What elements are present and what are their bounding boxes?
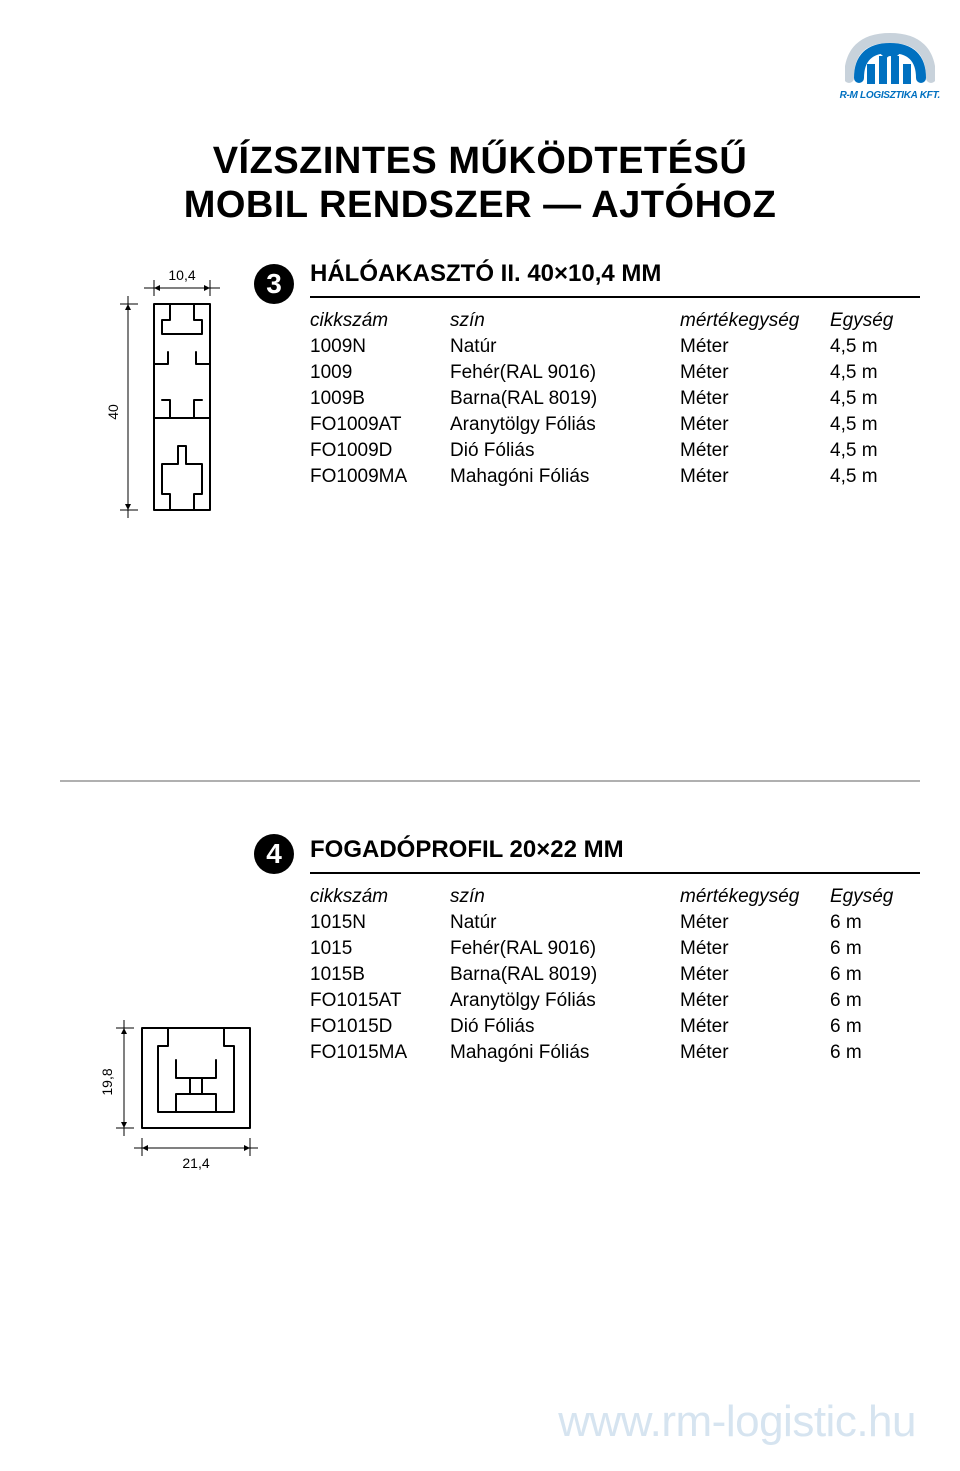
- cell-color: Fehér(RAL 9016): [450, 360, 680, 386]
- cell-unit: Méter: [680, 412, 830, 438]
- cell-qty: 4,5 m: [830, 360, 920, 386]
- cell-qty: 6 m: [830, 962, 920, 988]
- table-row: FO1009DDió FóliásMéter4,5 m: [310, 438, 920, 464]
- page-title-line2: MOBIL RENDSZER — AJTÓHOZ: [0, 184, 960, 228]
- table-row: 1009Fehér(RAL 9016)Méter4,5 m: [310, 360, 920, 386]
- cell-unit: Méter: [680, 464, 830, 490]
- th-qty: Egység: [830, 308, 920, 334]
- table-row: FO1015DDió FóliásMéter6 m: [310, 1014, 920, 1040]
- cell-color: Fehér(RAL 9016): [450, 936, 680, 962]
- section-3-badge: 3: [254, 264, 294, 304]
- diagram-4: 19,8 21,4: [98, 1010, 268, 1195]
- table-3: cikkszám szín mértékegység Egység 1009NN…: [310, 308, 920, 490]
- cell-qty: 4,5 m: [830, 438, 920, 464]
- th-unit: mértékegység: [680, 884, 830, 910]
- cell-color: Mahagóni Fóliás: [450, 464, 680, 490]
- logo-icon: [845, 18, 935, 88]
- page-title: VÍZSZINTES MŰKÖDTETÉSŰ MOBIL RENDSZER — …: [0, 140, 960, 227]
- cell-unit: Méter: [680, 1040, 830, 1066]
- diagram-3: 10,4 40: [98, 268, 238, 533]
- table-3-header-row: cikkszám szín mértékegység Egység: [310, 308, 920, 334]
- dim-width-4: 21,4: [182, 1155, 209, 1171]
- section-4-divider: [60, 780, 920, 782]
- table-row: 1009NNatúrMéter4,5 m: [310, 334, 920, 360]
- cell-unit: Méter: [680, 360, 830, 386]
- cell-code: FO1015D: [310, 1014, 450, 1040]
- th-unit: mértékegység: [680, 308, 830, 334]
- cell-unit: Méter: [680, 438, 830, 464]
- table-row: 1015NNatúrMéter6 m: [310, 910, 920, 936]
- section-3-rule: [310, 296, 920, 298]
- dim-width-3: 10,4: [168, 268, 195, 283]
- page-title-line1: VÍZSZINTES MŰKÖDTETÉSŰ: [213, 140, 748, 182]
- table-row: FO1009MAMahagóni FóliásMéter4,5 m: [310, 464, 920, 490]
- cell-qty: 4,5 m: [830, 334, 920, 360]
- th-color: szín: [450, 308, 680, 334]
- th-code: cikkszám: [310, 308, 450, 334]
- cell-code: FO1009MA: [310, 464, 450, 490]
- cell-color: Aranytölgy Fóliás: [450, 412, 680, 438]
- table-4-header-row: cikkszám szín mértékegység Egység: [310, 884, 920, 910]
- cell-color: Natúr: [450, 910, 680, 936]
- th-color: szín: [450, 884, 680, 910]
- logo-company-name: R-M LOGISZTIKA KFT.: [840, 90, 940, 101]
- cell-qty: 4,5 m: [830, 464, 920, 490]
- cell-code: 1009: [310, 360, 450, 386]
- cell-qty: 4,5 m: [830, 412, 920, 438]
- dim-height-3: 40: [105, 404, 121, 420]
- cell-qty: 4,5 m: [830, 386, 920, 412]
- cell-unit: Méter: [680, 334, 830, 360]
- cell-code: 1015N: [310, 910, 450, 936]
- th-qty: Egység: [830, 884, 920, 910]
- table-row: 1015BBarna(RAL 8019)Méter6 m: [310, 962, 920, 988]
- dim-height-4: 19,8: [99, 1068, 115, 1095]
- cell-qty: 6 m: [830, 936, 920, 962]
- cell-color: Barna(RAL 8019): [450, 962, 680, 988]
- footer-url: www.rm-logistic.hu: [558, 1397, 916, 1447]
- cell-color: Mahagóni Fóliás: [450, 1040, 680, 1066]
- cell-unit: Méter: [680, 1014, 830, 1040]
- cell-unit: Méter: [680, 910, 830, 936]
- table-row: 1009BBarna(RAL 8019)Méter4,5 m: [310, 386, 920, 412]
- table-row: FO1009ATAranytölgy FóliásMéter4,5 m: [310, 412, 920, 438]
- section-3-title: HÁLÓAKASZTÓ II. 40×10,4 MM: [310, 260, 661, 288]
- table-row: FO1015ATAranytölgy FóliásMéter6 m: [310, 988, 920, 1014]
- table-row: FO1015MAMahagóni FóliásMéter6 m: [310, 1040, 920, 1066]
- company-logo: R-M LOGISZTIKA KFT.: [840, 18, 940, 101]
- cell-color: Aranytölgy Fóliás: [450, 988, 680, 1014]
- section-4-badge: 4: [254, 834, 294, 874]
- cell-color: Barna(RAL 8019): [450, 386, 680, 412]
- cell-code: 1009B: [310, 386, 450, 412]
- cell-code: FO1009AT: [310, 412, 450, 438]
- cell-code: 1015B: [310, 962, 450, 988]
- table-4: cikkszám szín mértékegység Egység 1015NN…: [310, 884, 920, 1066]
- cell-code: FO1015AT: [310, 988, 450, 1014]
- th-code: cikkszám: [310, 884, 450, 910]
- cell-code: FO1015MA: [310, 1040, 450, 1066]
- cell-color: Natúr: [450, 334, 680, 360]
- cell-unit: Méter: [680, 936, 830, 962]
- cell-color: Dió Fóliás: [450, 1014, 680, 1040]
- cell-color: Dió Fóliás: [450, 438, 680, 464]
- cell-qty: 6 m: [830, 988, 920, 1014]
- section-4-rule: [310, 872, 920, 874]
- section-4-title: FOGADÓPROFIL 20×22 MM: [310, 836, 624, 864]
- cell-code: 1009N: [310, 334, 450, 360]
- cell-unit: Méter: [680, 962, 830, 988]
- cell-qty: 6 m: [830, 910, 920, 936]
- cell-qty: 6 m: [830, 1014, 920, 1040]
- cell-code: 1015: [310, 936, 450, 962]
- cell-code: FO1009D: [310, 438, 450, 464]
- cell-qty: 6 m: [830, 1040, 920, 1066]
- table-row: 1015Fehér(RAL 9016)Méter6 m: [310, 936, 920, 962]
- cell-unit: Méter: [680, 988, 830, 1014]
- cell-unit: Méter: [680, 386, 830, 412]
